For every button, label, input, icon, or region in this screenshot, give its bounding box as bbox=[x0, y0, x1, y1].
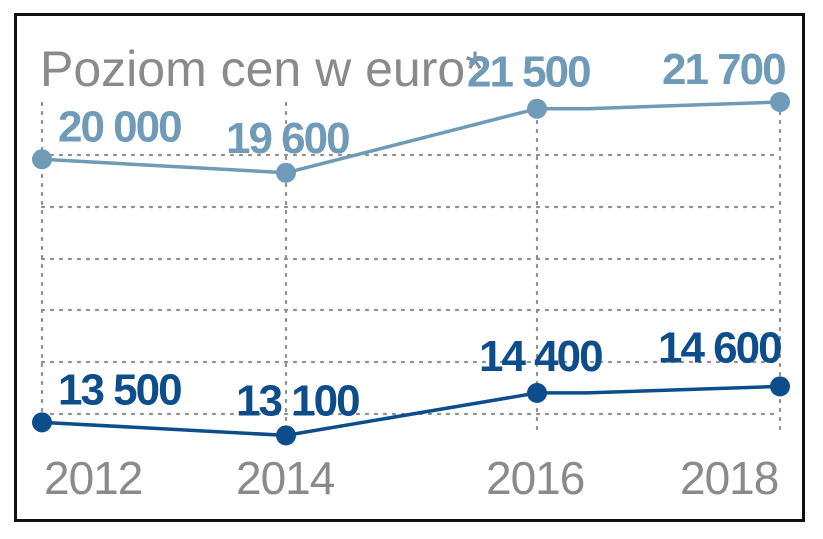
x-tick-label-2: 2016 bbox=[486, 452, 584, 504]
chart-series: 20 000 19 600 21 500 21 700 13 500 13 100 14 4… bbox=[32, 45, 790, 446]
data-label-0-2: 21 500 bbox=[467, 48, 590, 97]
data-label-0-0: 20 000 bbox=[58, 102, 181, 151]
data-label-1-3: 14 600 bbox=[658, 323, 781, 372]
data-label-1-2: 14 400 bbox=[479, 332, 602, 381]
data-label-1-0: 13 500 bbox=[58, 365, 181, 414]
chart-title: Poziom cen w euro* bbox=[40, 41, 485, 97]
data-point-0-3 bbox=[770, 91, 790, 112]
x-axis-ticks: 2012 2014 2016 2018 bbox=[44, 452, 779, 504]
data-label-1-1: 13 100 bbox=[236, 376, 359, 425]
data-point-0-0 bbox=[32, 149, 52, 170]
data-point-0-2 bbox=[527, 98, 547, 119]
data-point-1-1 bbox=[276, 425, 296, 446]
x-tick-label-3: 2018 bbox=[680, 452, 778, 504]
data-point-1-3 bbox=[770, 376, 790, 397]
data-point-0-1 bbox=[276, 162, 296, 183]
series-1: 13 500 13 100 14 400 14 600 bbox=[32, 323, 790, 446]
data-point-1-2 bbox=[527, 382, 547, 403]
x-tick-label-0: 2012 bbox=[44, 452, 142, 504]
chart-grid bbox=[40, 101, 782, 432]
x-tick-label-1: 2014 bbox=[236, 452, 335, 504]
data-point-1-0 bbox=[32, 412, 52, 433]
chart-frame bbox=[14, 13, 805, 522]
data-label-0-1: 19 600 bbox=[226, 114, 349, 163]
data-label-0-3: 21 700 bbox=[662, 45, 785, 94]
series-0: 20 000 19 600 21 500 21 700 bbox=[32, 45, 790, 183]
